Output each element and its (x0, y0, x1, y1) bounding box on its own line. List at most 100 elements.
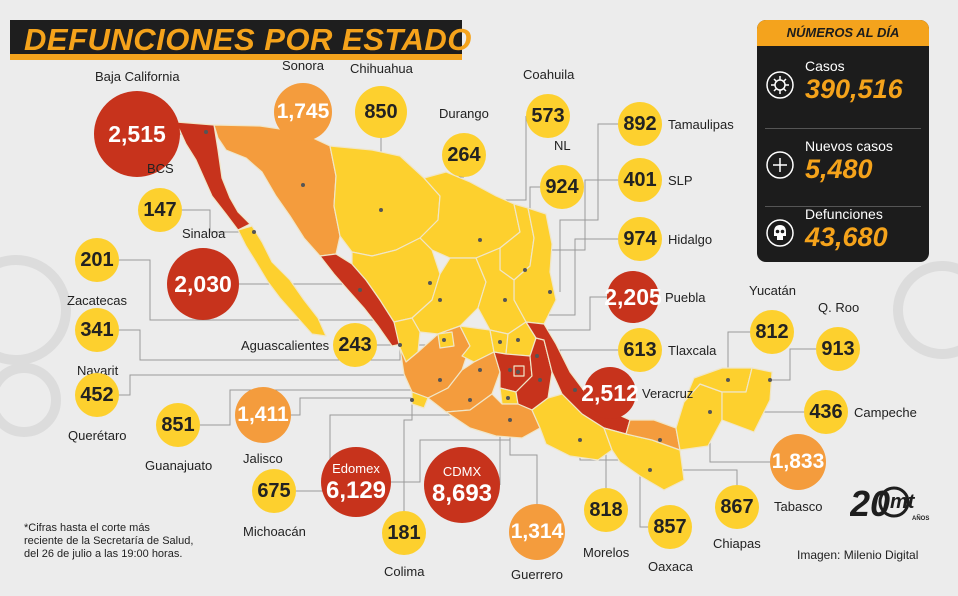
anchor-dot-guerrero (508, 418, 512, 422)
state-value-nl: 924 (545, 175, 579, 198)
state-label-q-roo: Q. Roo (818, 300, 860, 315)
stat-nuevos-casos: Nuevos casos 5,480 (757, 134, 929, 204)
footnote-line: *Cifras hasta el corte más (24, 522, 150, 534)
state-value-nayarit: 341 (80, 318, 114, 341)
state-label-chiapas: Chiapas (713, 536, 761, 551)
state-label-veracruz: Veracruz (642, 386, 694, 401)
state-label-campeche: Campeche (854, 405, 917, 420)
footnote-line: del 26 de julio a las 19:00 horas. (24, 548, 183, 560)
region-baja-california (175, 121, 251, 231)
state-value-baja-california: 2,515 (108, 120, 166, 147)
stat-defunciones: Defunciones 43,680 (757, 202, 929, 262)
state-value-puebla: 2,205 (604, 283, 662, 310)
stat-nuevos-casos-label: Nuevos casos (805, 138, 893, 154)
anchor-dot-aguascalientes (442, 338, 446, 342)
anchor-dot-baja-california (204, 130, 208, 134)
state-value-yucatan: 812 (755, 320, 789, 343)
stat-casos: Casos 390,516 (757, 54, 929, 124)
bubble-cdmx: CDMX 8,693 (424, 447, 500, 523)
skull-icon (766, 219, 794, 247)
state-label-aguascalientes: Aguascalientes (241, 338, 330, 353)
bubble-michoacan: 675 (252, 469, 296, 513)
anchor-dot-tlaxcala (535, 354, 539, 358)
state-value-veracruz: 2,512 (581, 379, 639, 406)
region-bcs (237, 225, 327, 337)
anchor-dot-tamaulipas (548, 290, 552, 294)
leader-line-bcs (182, 209, 254, 233)
anchor-dot-coahuila (478, 238, 482, 242)
bubble-chiapas: 867 (715, 485, 759, 529)
region-quintana-roo (721, 367, 773, 433)
state-value-tamaulipas: 892 (623, 112, 657, 135)
bubble-campeche: 436 (804, 390, 848, 434)
svg-text:mt: mt (890, 491, 916, 513)
anchor-dot-nayarit (398, 343, 402, 347)
state-label-chihuahua: Chihuahua (350, 61, 413, 76)
stat-defunciones-value: 43,680 (805, 222, 888, 252)
state-label-tabasco: Tabasco (774, 499, 823, 514)
state-label-puebla: Puebla (665, 290, 706, 305)
state-label-guerrero: Guerrero (511, 567, 564, 582)
anchor-dot-colima (410, 398, 414, 402)
state-label-sonora: Sonora (282, 58, 324, 73)
plus-icon (766, 151, 794, 179)
bubble-nayarit: 341 (75, 308, 119, 352)
anchor-dot-zacatecas (438, 298, 442, 302)
state-label-jalisco: Jalisco (243, 451, 283, 466)
state-value-guerrero: 1,314 (510, 520, 564, 543)
leader-line-nayarit (119, 329, 401, 361)
state-value-michoacan: 675 (257, 479, 291, 502)
bubble-guanajuato: 851 (156, 403, 200, 447)
anchor-dot-sinaloa (358, 288, 362, 292)
state-label-colima: Colima (384, 564, 425, 579)
bubble-sonora: 1,745 (274, 83, 332, 141)
state-label-tamaulipas: Tamaulipas (668, 117, 734, 132)
anchor-dot-q-roo (768, 378, 772, 382)
anchor-dot-michoacan (468, 398, 472, 402)
anchor-dot-chiapas (648, 468, 652, 472)
bubble-coahuila: 573 (526, 94, 570, 138)
anchor-dot-durango (428, 281, 432, 285)
leader-line-yucatan (727, 331, 750, 380)
state-value-tabasco: 1,833 (771, 450, 825, 473)
state-label-queretaro: Querétaro (68, 428, 127, 443)
bubble-yucatan: 812 (750, 310, 794, 354)
bubble-jalisco: 1,411 (235, 387, 291, 443)
divider (765, 128, 921, 129)
anchor-dot-campeche (708, 410, 712, 414)
virus-icon (766, 71, 794, 99)
state-value-q-roo: 913 (821, 337, 855, 360)
anchor-dot-puebla (538, 378, 542, 382)
anchor-dot-nl (523, 268, 527, 272)
state-value-chiapas: 867 (720, 495, 754, 518)
bubble-morelos: 818 (584, 488, 628, 532)
bubble-durango: 264 (442, 133, 486, 177)
state-value-colima: 181 (387, 521, 421, 544)
anchor-dot-bcs (252, 230, 256, 234)
state-label-bcs: BCS (147, 161, 174, 176)
state-label-tlaxcala: Tlaxcala (668, 343, 717, 358)
state-value-slp: 401 (623, 168, 657, 191)
svg-text:AÑOS: AÑOS (912, 515, 929, 522)
title-bar: DEFUNCIONES POR ESTADO (10, 20, 471, 60)
bubble-tabasco: 1,833 (770, 434, 826, 490)
state-label-oaxaca: Oaxaca (648, 559, 693, 574)
anchor-dot-queretaro (498, 340, 502, 344)
state-value-durango: 264 (447, 143, 481, 166)
state-label-nl: NL (554, 138, 571, 153)
divider (765, 206, 921, 207)
state-label-guanajuato: Guanajuato (145, 458, 213, 473)
leader-line-tamaulipas (559, 123, 618, 292)
anchor-dot-oaxaca (578, 438, 582, 442)
bubble-sinaloa: 2,030 (167, 248, 239, 320)
state-value-coahuila: 573 (531, 104, 565, 127)
state-value-edomex: 6,129 (325, 476, 387, 504)
footnote: *Cifras hasta el corte más reciente de l… (24, 522, 193, 561)
milenio-20-anos-logo: 20 mt AÑOS (850, 483, 929, 524)
state-label-coahuila: Coahuila (523, 67, 575, 82)
leader-line-colima (403, 400, 413, 511)
bubble-tlaxcala: 613 (618, 328, 662, 372)
bubble-zacatecas: 201 (75, 238, 119, 282)
